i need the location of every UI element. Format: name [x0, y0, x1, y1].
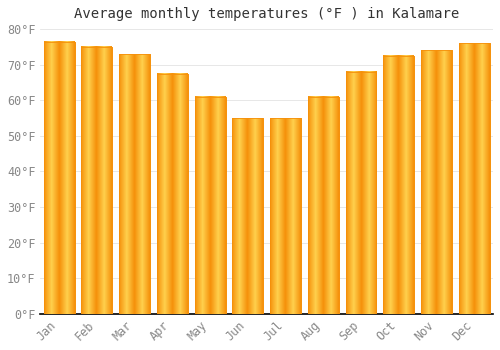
Bar: [308, 97, 338, 314]
Bar: [194, 97, 226, 314]
Bar: [157, 74, 188, 314]
Bar: [232, 118, 264, 314]
Bar: [346, 72, 376, 314]
Bar: [384, 56, 414, 314]
Bar: [421, 50, 452, 314]
Bar: [82, 47, 112, 314]
Bar: [308, 97, 338, 314]
Bar: [270, 118, 301, 314]
Bar: [82, 47, 112, 314]
Bar: [458, 43, 490, 314]
Title: Average monthly temperatures (°F ) in Kalamare: Average monthly temperatures (°F ) in Ka…: [74, 7, 460, 21]
Bar: [232, 118, 264, 314]
Bar: [194, 97, 226, 314]
Bar: [270, 118, 301, 314]
Bar: [119, 54, 150, 314]
Bar: [346, 72, 376, 314]
Bar: [119, 54, 150, 314]
Bar: [421, 50, 452, 314]
Bar: [458, 43, 490, 314]
Bar: [44, 42, 74, 314]
Bar: [157, 74, 188, 314]
Bar: [44, 42, 74, 314]
Bar: [384, 56, 414, 314]
